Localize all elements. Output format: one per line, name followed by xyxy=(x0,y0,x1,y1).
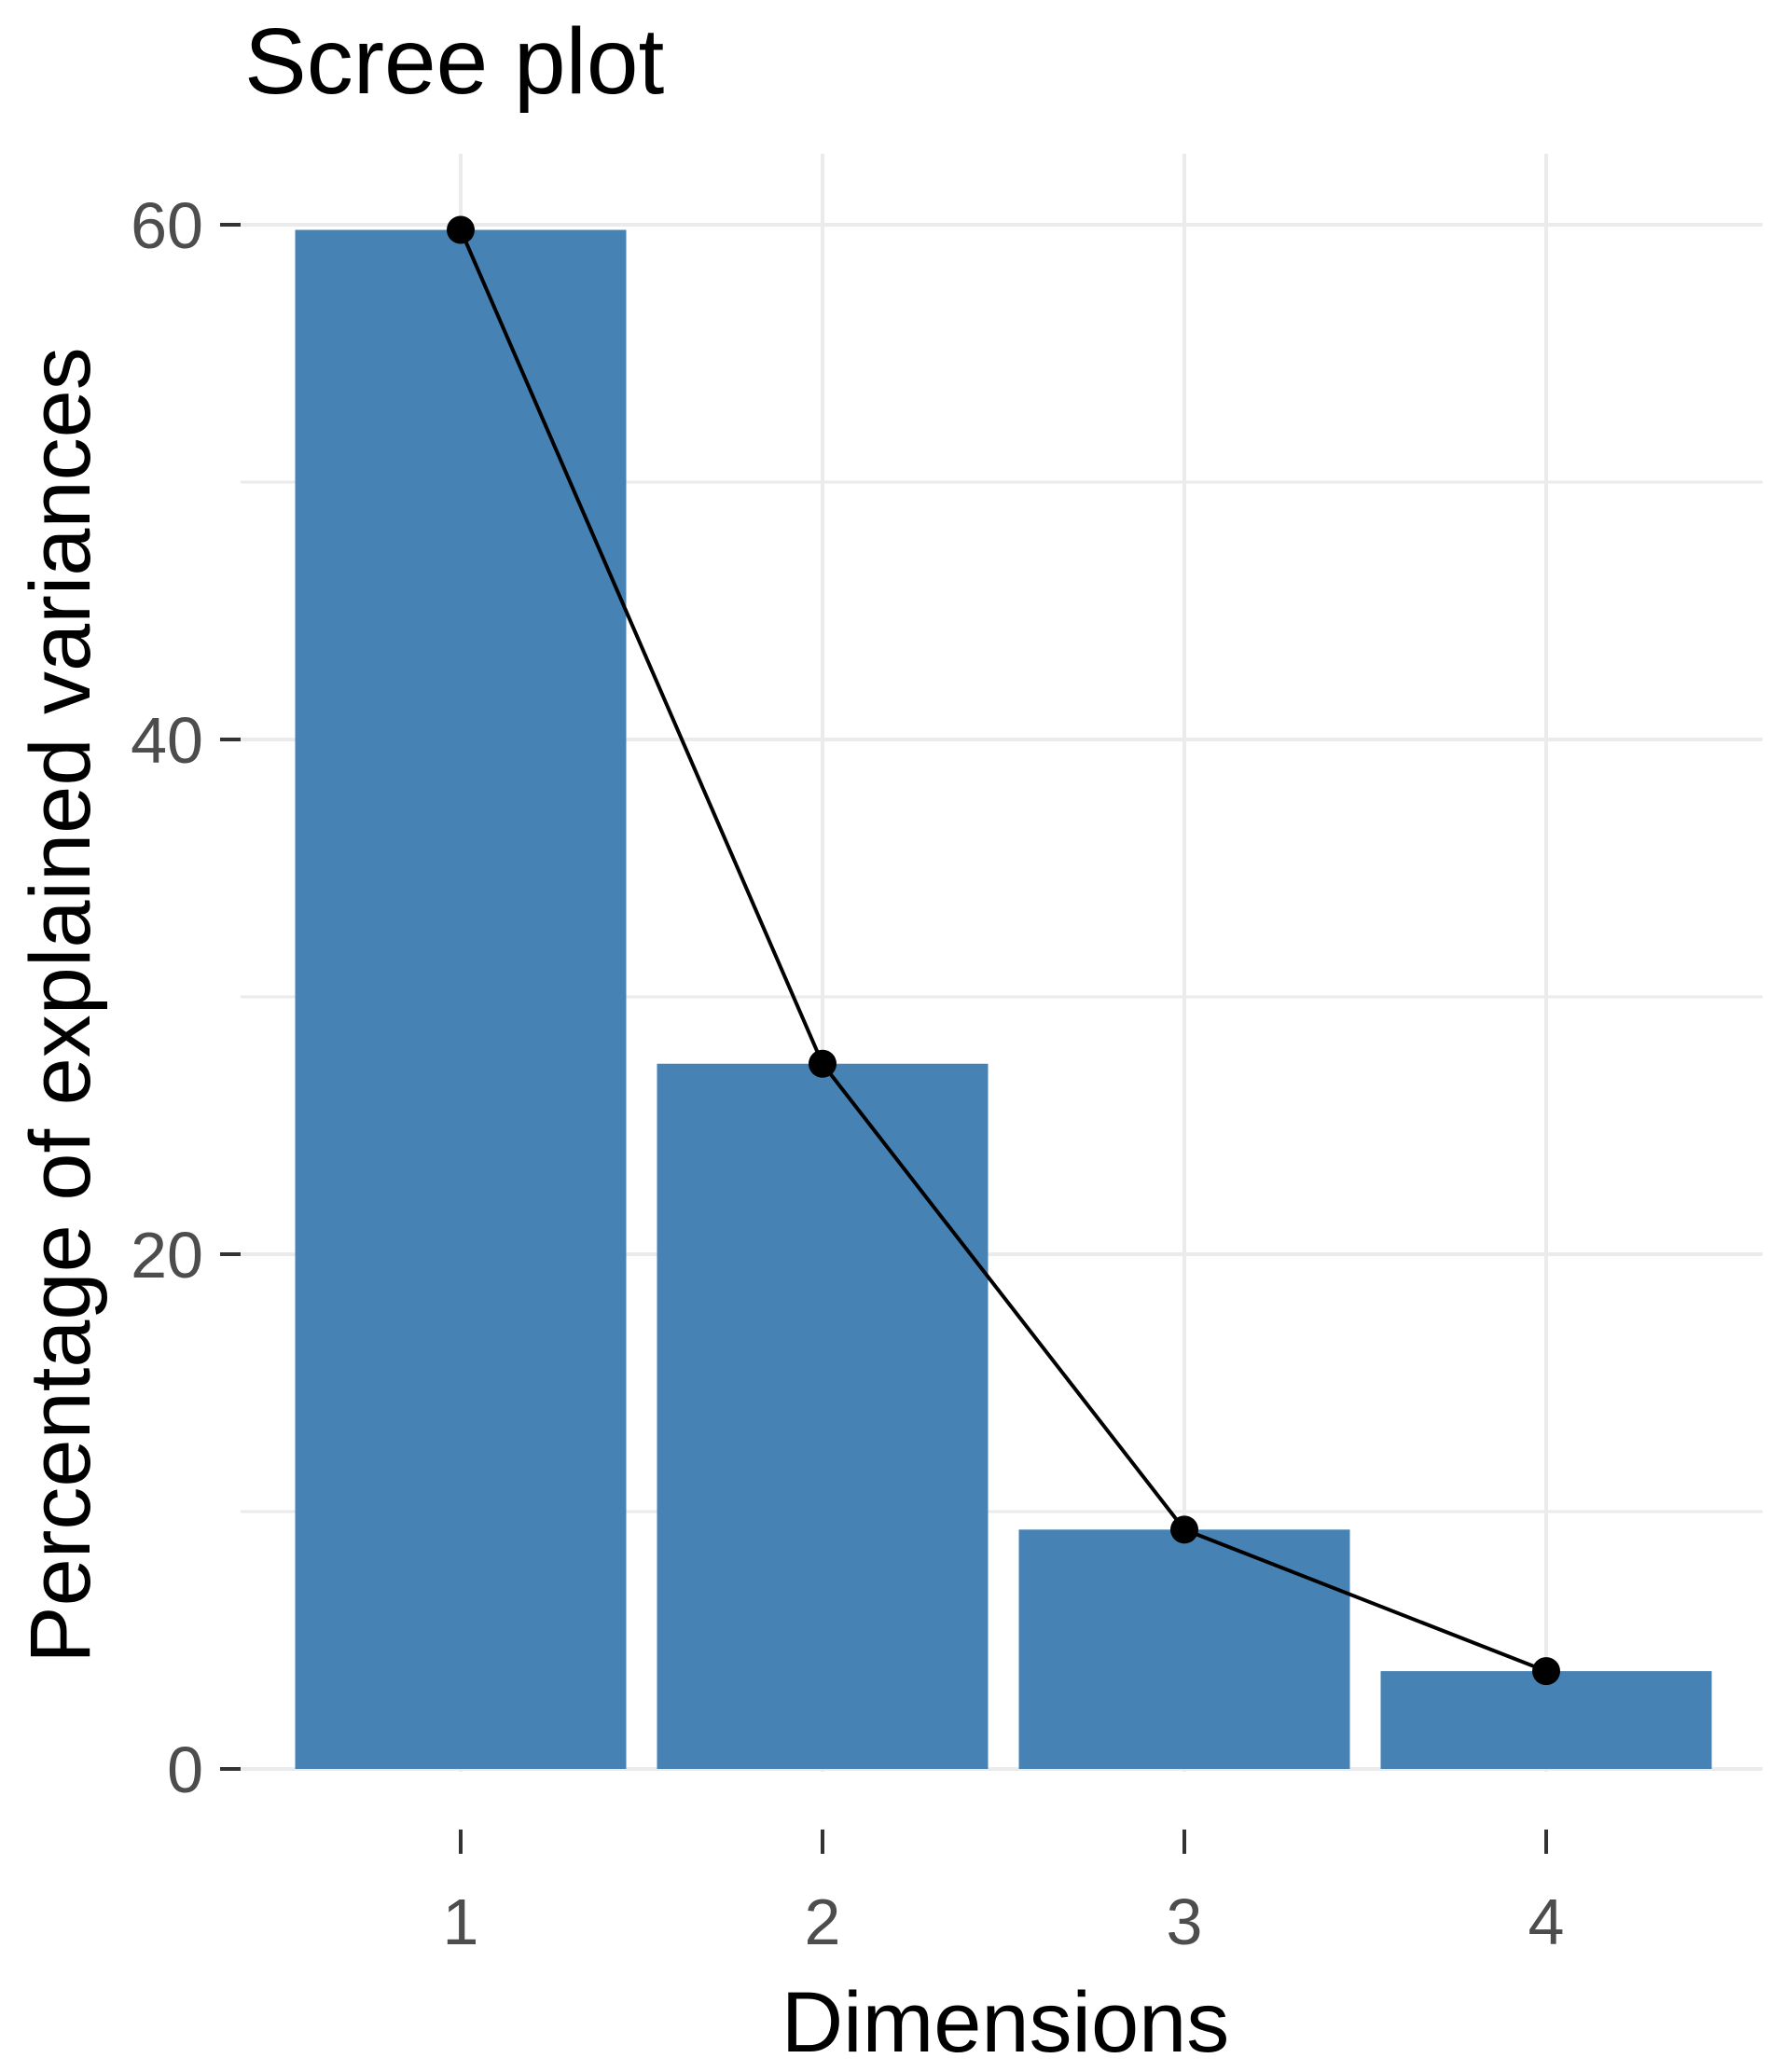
variance-line xyxy=(459,228,1547,1673)
y-tick-label: 0 xyxy=(167,1734,203,1806)
x-tick-label: 3 xyxy=(1167,1886,1203,1958)
variance-line-path xyxy=(459,228,1547,1673)
point-dimension-1 xyxy=(447,215,475,244)
variance-points xyxy=(447,215,1560,1686)
point-dimension-4 xyxy=(1532,1657,1560,1686)
bar-dimension-3 xyxy=(1018,1529,1350,1769)
point-dimension-2 xyxy=(809,1049,837,1078)
y-axis-title: Percentage of explained variances xyxy=(13,347,108,1664)
bar-dimension-4 xyxy=(1380,1671,1712,1769)
x-axis-title: Dimensions xyxy=(781,1975,1230,2070)
y-tick-label: 60 xyxy=(131,189,203,262)
bar-dimension-2 xyxy=(657,1063,989,1769)
x-tick-label: 4 xyxy=(1528,1886,1565,1958)
bar-dimension-1 xyxy=(295,229,627,1769)
point-dimension-3 xyxy=(1170,1515,1198,1544)
x-tick-label: 1 xyxy=(443,1886,479,1958)
axes: 0 20 40 60 1 2 3 4 xyxy=(131,189,1564,1958)
y-tick-label: 40 xyxy=(131,704,203,777)
x-tick-label: 2 xyxy=(805,1886,841,1958)
chart-title: Scree plot xyxy=(244,9,664,114)
y-tick-label: 20 xyxy=(131,1219,203,1292)
